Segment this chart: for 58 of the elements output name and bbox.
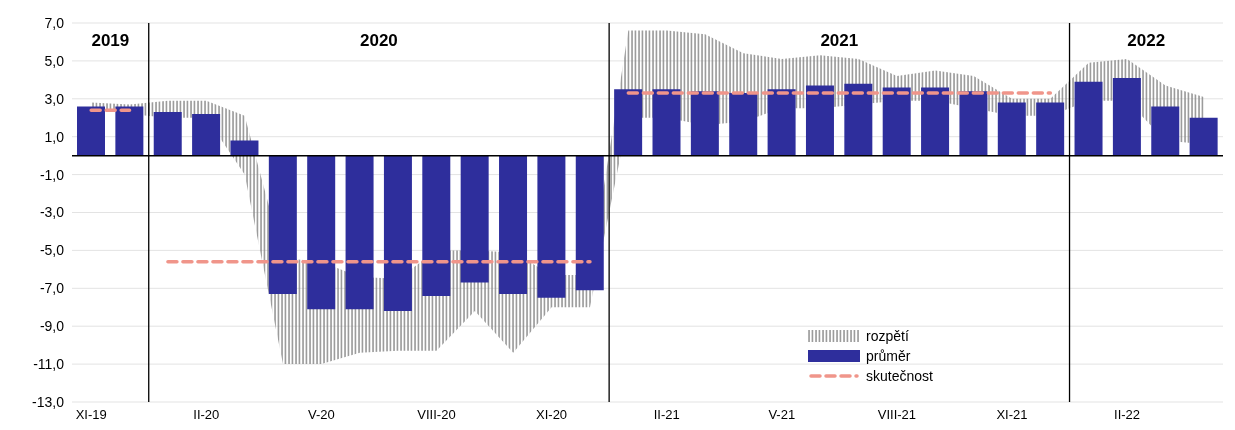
y-tick-label: -3,0 (39, 204, 65, 221)
x-tick-label: V-21 (768, 407, 796, 423)
y-tick-label: 7,0 (44, 14, 65, 31)
bar (805, 85, 834, 156)
bar (767, 89, 796, 156)
bar (997, 102, 1026, 156)
bar (1036, 102, 1065, 156)
bar (1151, 106, 1180, 156)
y-tick-label: -5,0 (39, 242, 65, 259)
bar (192, 113, 221, 156)
bar (153, 112, 182, 156)
annotation: 2020 (359, 31, 399, 51)
bar (921, 87, 950, 156)
y-tick-label: 5,0 (44, 52, 65, 69)
bar (1189, 117, 1218, 156)
x-tick-label: II-21 (653, 407, 680, 423)
bar (422, 155, 451, 296)
bar (499, 155, 528, 294)
bar (268, 155, 297, 294)
bar (1074, 81, 1103, 156)
x-tick-label: II-20 (193, 407, 220, 423)
legend-label: rozpětí (866, 327, 909, 346)
bar (383, 155, 412, 312)
x-tick-label: XI-21 (996, 407, 1028, 423)
legend-label: skutečnost (866, 367, 933, 386)
x-tick-label: VIII-20 (417, 407, 456, 423)
bar (614, 89, 643, 156)
bar (115, 106, 144, 156)
bar (652, 89, 681, 156)
x-tick-label: XI-20 (536, 407, 568, 423)
y-tick-label: 1,0 (44, 128, 65, 145)
bar (729, 93, 758, 156)
bar (959, 91, 988, 156)
bar (345, 155, 374, 310)
bar (537, 155, 566, 298)
annotation: 2021 (819, 31, 860, 51)
bar (844, 83, 873, 156)
bar (690, 91, 719, 156)
y-tick-label: -9,0 (39, 318, 65, 335)
y-tick-label: 3,0 (44, 90, 65, 107)
bar (1112, 77, 1141, 156)
x-tick-label: V-20 (308, 407, 335, 423)
annotation: 2019 (90, 31, 131, 51)
y-tick-label: -11,0 (33, 356, 65, 373)
annotation: 2022 (1126, 31, 1167, 51)
bar (575, 155, 604, 291)
bar (77, 106, 105, 156)
x-tick-label: II-22 (1114, 407, 1141, 423)
bar (307, 155, 336, 310)
x-tick-label: XI-19 (75, 407, 107, 423)
y-tick-label: -1,0 (39, 166, 65, 183)
x-tick-label: VIII-21 (877, 407, 917, 423)
bar (230, 140, 259, 156)
y-tick-label: -7,0 (39, 280, 65, 297)
bar (882, 87, 911, 156)
bar (460, 155, 489, 283)
legend-label: průměr (866, 347, 911, 366)
y-tick-label: -13,0 (32, 393, 65, 410)
